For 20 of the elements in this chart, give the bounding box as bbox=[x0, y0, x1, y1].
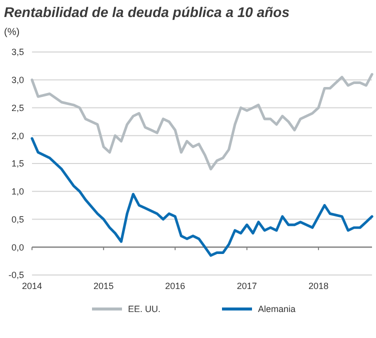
x-tick-label: 2018 bbox=[308, 281, 328, 291]
legend-label: Alemania bbox=[258, 304, 296, 314]
y-tick-label: 0,0 bbox=[11, 242, 24, 252]
chart-title: Rentabilidad de la deuda pública a 10 años bbox=[4, 4, 290, 20]
y-tick-label: 1,0 bbox=[11, 186, 24, 197]
y-tick-label: -0,5 bbox=[8, 270, 24, 280]
x-tick-label: 2017 bbox=[236, 281, 257, 291]
line-series bbox=[30, 73, 374, 170]
y-tick-label: 3,0 bbox=[11, 75, 24, 86]
x-tick-label: 2016 bbox=[165, 281, 186, 291]
y-axis-title: (%) bbox=[4, 27, 20, 38]
y-tick-label: 2,0 bbox=[11, 130, 24, 141]
x-tick-label: 2014 bbox=[22, 281, 42, 291]
x-tick-label: 2015 bbox=[94, 281, 114, 291]
legend-label: EE. UU. bbox=[128, 304, 161, 314]
y-tick-label: 2,5 bbox=[11, 102, 24, 113]
y-tick-label: 3,5 bbox=[11, 47, 24, 58]
y-tick-label: 0,5 bbox=[11, 214, 24, 224]
line-series bbox=[30, 137, 374, 257]
y-tick-label: 1,5 bbox=[11, 158, 24, 169]
